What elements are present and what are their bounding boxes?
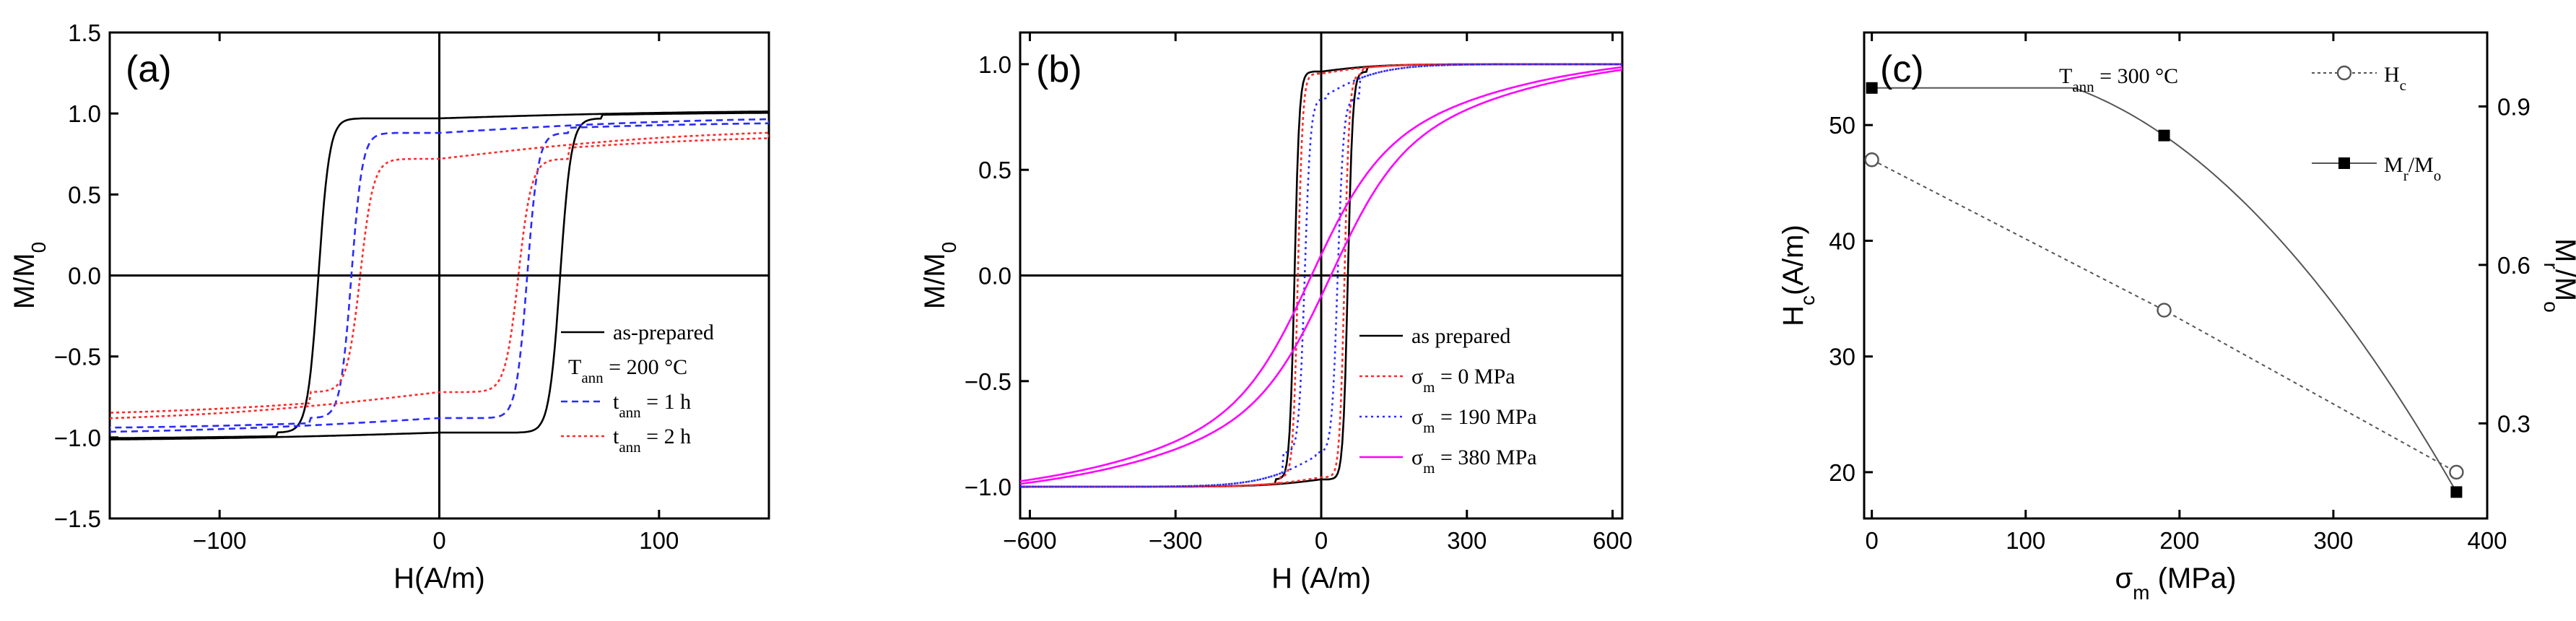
hysteresis-loop-series [1020, 63, 1622, 488]
legend: as-prepared Tann = 200 °C tann = 1 h tann =… [561, 321, 714, 456]
y-axis-label: M/M0 [919, 242, 960, 309]
mr-point [1866, 82, 1878, 94]
panel-label: (c) [1880, 48, 1924, 90]
y-tick-label: 1.0 [978, 51, 1011, 78]
y2-axis-label: Mr/Mo [2541, 238, 2576, 313]
hysteresis-loop-series [110, 131, 769, 420]
x-tick-label: 100 [639, 527, 679, 554]
y2-tick-label: 0.9 [2497, 93, 2531, 120]
hc-point [2449, 464, 2464, 480]
legend-entry: as prepared [1411, 324, 1510, 348]
panel-b: −600 −300 0 300 600 −1.0 −0.5 0.0 0.5 1.0 (b) H (A/… [919, 31, 1632, 594]
panel-c: 0 100 200 300 400 20 30 40 50 0.3 0.6 0.9 (c) σm (MPa… [1777, 31, 2576, 604]
y-tick-label: −0.5 [54, 344, 101, 370]
hysteresis-loop-series [110, 118, 769, 433]
hc-point [1864, 152, 1879, 168]
x-axis-label: H(A/m) [393, 563, 485, 594]
legend-entry: tann = 2 h [613, 425, 691, 456]
y-tick-label: −1.0 [54, 425, 101, 451]
hysteresis-loop-series [1020, 66, 1622, 485]
y-tick-label: 0.5 [68, 181, 101, 208]
plot-frame [1863, 31, 2489, 520]
x-tick-label: 0 [1865, 527, 1878, 554]
x-tick-label: −600 [1003, 527, 1056, 554]
y-tick-label: 0.5 [978, 157, 1011, 183]
y-tick-label: 1.5 [68, 19, 101, 46]
legend-marker [2336, 65, 2352, 81]
panel-label: (b) [1036, 48, 1082, 90]
hc-line [1871, 159, 2457, 473]
x-tick-label: −100 [193, 527, 246, 554]
x-axis-label: σm (MPa) [2115, 563, 2236, 604]
legend-entry: as-prepared [613, 321, 714, 344]
x-tick-label: 200 [2159, 527, 2199, 554]
legend-entry: σm = 190 MPa [1411, 405, 1537, 436]
y-tick-label: 40 [1829, 227, 1855, 254]
x-tick-label: 0 [432, 527, 445, 554]
legend-entry: Tann = 200 °C [568, 355, 687, 386]
legend-entry: tann = 1 h [613, 390, 691, 421]
y2-tick-label: 0.3 [2497, 410, 2531, 437]
x-tick-label: 400 [2467, 527, 2507, 554]
y-axis-label: M/M0 [9, 242, 50, 309]
panel-a: −100 0 100 −1.5 −1.0 −0.5 0.0 0.5 1.0 1.5 (a) H(A/m… [9, 19, 770, 594]
y-tick-label: 0.0 [68, 263, 101, 290]
legend: as prepared σm = 0 MPa σm = 190 MPa σm = 38… [1359, 324, 1537, 477]
mr-point [2450, 486, 2463, 498]
x-tick-label: 300 [2313, 527, 2353, 554]
y-axis-label: Hc(A/m) [1777, 225, 1819, 326]
legend-entry: Hc [2384, 63, 2406, 94]
legend-marker [2338, 157, 2350, 169]
y2-tick-label: 0.6 [2497, 252, 2531, 279]
x-tick-label: 0 [1315, 527, 1328, 554]
legend-entry: σm = 0 MPa [1411, 365, 1515, 396]
mr-fit-curve [1871, 87, 2458, 492]
hc-point [2157, 303, 2172, 318]
x-tick-label: 600 [1593, 527, 1632, 554]
panel-label: (a) [126, 48, 172, 90]
y-tick-label: 50 [1829, 112, 1855, 139]
series-group [110, 110, 769, 440]
x-tick-label: 100 [2006, 527, 2045, 554]
legend-entry: Mr/Mo [2384, 153, 2441, 184]
annotation-text: Tann = 300 °C [2059, 64, 2178, 95]
y-tick-label: 1.0 [68, 100, 101, 127]
series-group [1020, 63, 1622, 488]
x-tick-label: −300 [1149, 527, 1202, 554]
y-tick-label: 20 [1829, 459, 1855, 486]
x-tick-label: 300 [1447, 527, 1487, 554]
legend-entry: σm = 380 MPa [1411, 446, 1537, 477]
y-tick-label: 30 [1829, 344, 1855, 370]
hysteresis-loop-series [110, 110, 769, 440]
y-tick-label: −1.0 [965, 474, 1011, 500]
x-axis-label: H (A/m) [1271, 563, 1371, 594]
hysteresis-loop-series [1020, 63, 1622, 488]
y-tick-label: −0.5 [965, 368, 1011, 395]
y-tick-label: −1.5 [54, 505, 101, 532]
legend: Hc Mr/Mo [2312, 63, 2441, 184]
y-tick-label: 0.0 [978, 263, 1011, 290]
mr-point [2158, 129, 2170, 142]
